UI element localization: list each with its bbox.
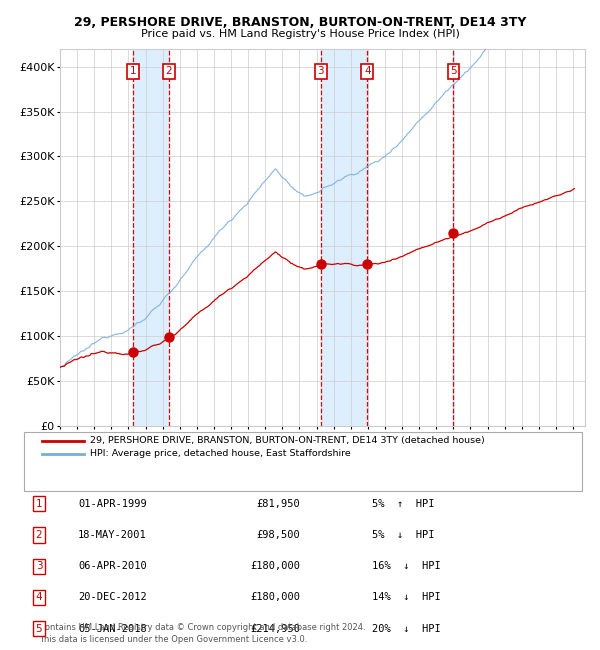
Bar: [133, 49, 169, 426]
Text: 2: 2: [166, 66, 172, 76]
Text: 20%  ↓  HPI: 20% ↓ HPI: [372, 623, 441, 634]
Text: 29, PERSHORE DRIVE, BRANSTON, BURTON-ON-TRENT, DE14 3TY: 29, PERSHORE DRIVE, BRANSTON, BURTON-ON-…: [74, 16, 526, 29]
Text: 4: 4: [35, 592, 43, 603]
Text: £180,000: £180,000: [250, 592, 300, 603]
Text: 1: 1: [35, 499, 43, 509]
Text: 5%  ↑  HPI: 5% ↑ HPI: [372, 499, 434, 509]
Text: 5%  ↓  HPI: 5% ↓ HPI: [372, 530, 434, 540]
Bar: [321, 49, 367, 426]
Text: 1: 1: [130, 66, 136, 76]
Text: 2: 2: [35, 530, 43, 540]
Text: £214,950: £214,950: [250, 623, 300, 634]
Text: 18-MAY-2001: 18-MAY-2001: [78, 530, 147, 540]
Text: 01-APR-1999: 01-APR-1999: [78, 499, 147, 509]
Text: 29, PERSHORE DRIVE, BRANSTON, BURTON-ON-TRENT, DE14 3TY (detached house): 29, PERSHORE DRIVE, BRANSTON, BURTON-ON-…: [90, 436, 485, 445]
Text: 05-JAN-2018: 05-JAN-2018: [78, 623, 147, 634]
Text: £81,950: £81,950: [256, 499, 300, 509]
Text: 14%  ↓  HPI: 14% ↓ HPI: [372, 592, 441, 603]
Text: 3: 3: [317, 66, 324, 76]
Text: 3: 3: [35, 561, 43, 571]
Text: £98,500: £98,500: [256, 530, 300, 540]
Text: 5: 5: [450, 66, 457, 76]
Text: £180,000: £180,000: [250, 561, 300, 571]
Text: 06-APR-2010: 06-APR-2010: [78, 561, 147, 571]
Text: Price paid vs. HM Land Registry's House Price Index (HPI): Price paid vs. HM Land Registry's House …: [140, 29, 460, 39]
Text: This data is licensed under the Open Government Licence v3.0.: This data is licensed under the Open Gov…: [39, 634, 307, 644]
Text: 5: 5: [35, 623, 43, 634]
Text: Contains HM Land Registry data © Crown copyright and database right 2024.: Contains HM Land Registry data © Crown c…: [39, 623, 365, 632]
Text: 4: 4: [364, 66, 371, 76]
Text: HPI: Average price, detached house, East Staffordshire: HPI: Average price, detached house, East…: [90, 449, 351, 458]
Text: 16%  ↓  HPI: 16% ↓ HPI: [372, 561, 441, 571]
Text: 20-DEC-2012: 20-DEC-2012: [78, 592, 147, 603]
